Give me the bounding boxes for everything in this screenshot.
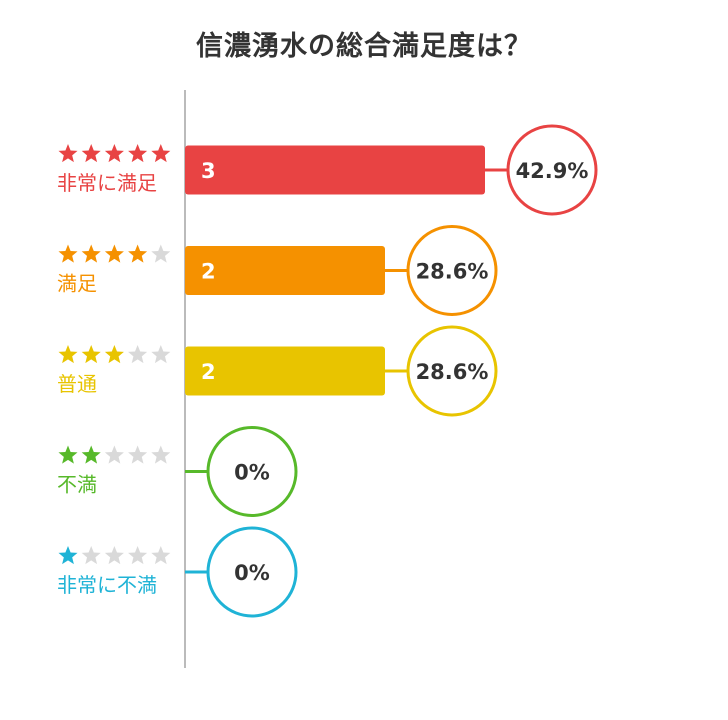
star-icon	[58, 244, 78, 263]
star-icon	[81, 546, 101, 565]
bar-value-label: 2	[201, 360, 216, 384]
percent-label: 0%	[234, 561, 270, 585]
star-icon	[151, 546, 171, 565]
star-icon	[58, 345, 78, 364]
star-icon	[104, 345, 124, 364]
star-rating	[58, 144, 171, 163]
percent-circle	[206, 526, 298, 618]
star-icon	[151, 244, 171, 263]
category-label: 非常に不満	[57, 573, 157, 597]
percent-label: 28.6%	[416, 360, 489, 384]
star-rating	[58, 244, 171, 263]
star-icon	[128, 144, 148, 163]
star-icon	[128, 546, 148, 565]
star-rating	[58, 445, 171, 464]
star-icon	[128, 445, 148, 464]
percent-circle	[506, 124, 598, 216]
star-icon	[81, 144, 101, 163]
bar-value-label: 2	[201, 260, 216, 284]
star-icon	[104, 546, 124, 565]
bar	[185, 346, 385, 396]
star-icon	[104, 244, 124, 263]
star-rating	[58, 546, 171, 565]
star-icon	[58, 445, 78, 464]
star-rating	[58, 345, 171, 364]
star-icon	[128, 244, 148, 263]
star-icon	[128, 345, 148, 364]
category-label: 不満	[57, 473, 97, 497]
category-label: 普通	[57, 372, 97, 396]
bar-row: 満足 2 28.6%	[57, 225, 498, 316]
star-icon	[58, 144, 78, 163]
bar	[185, 246, 385, 295]
percent-circle	[206, 426, 298, 517]
bar	[185, 145, 485, 195]
bar-value-label: 3	[201, 159, 216, 183]
bar-row: 普通 2 28.6%	[57, 325, 498, 417]
percent-label: 28.6%	[416, 260, 489, 284]
star-icon	[58, 546, 78, 565]
category-label: 非常に満足	[57, 171, 157, 195]
percent-label: 0%	[234, 461, 270, 485]
bar-row: 非常に満足 3 42.9%	[57, 124, 598, 216]
star-icon	[151, 144, 171, 163]
star-icon	[81, 244, 101, 263]
bar-row: 非常に不満 0%	[57, 526, 298, 618]
star-icon	[81, 345, 101, 364]
star-icon	[151, 345, 171, 364]
star-icon	[104, 445, 124, 464]
percent-circle	[406, 225, 498, 316]
category-label: 満足	[57, 272, 97, 296]
percent-circle	[406, 325, 498, 417]
bar-row: 不満 0%	[57, 426, 298, 517]
percent-label: 42.9%	[516, 159, 589, 183]
star-icon	[104, 144, 124, 163]
star-icon	[81, 445, 101, 464]
chart-title: 信濃湧水の総合満足度は？	[196, 31, 532, 62]
star-icon	[151, 445, 171, 464]
